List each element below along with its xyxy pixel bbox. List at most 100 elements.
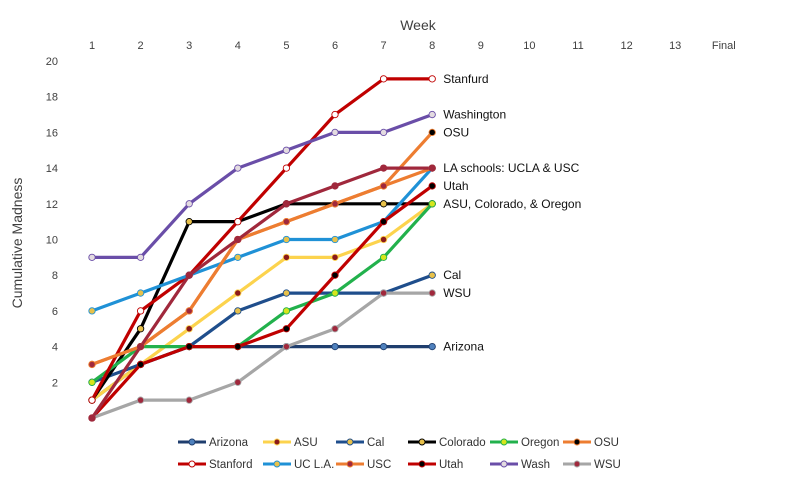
point-utah (331, 271, 339, 279)
point-wsu (331, 325, 339, 333)
point-usc (379, 182, 388, 190)
series-line-wsu (90, 291, 434, 420)
x-tick-label: 5 (283, 40, 289, 52)
legend-swatch-marker (418, 438, 426, 446)
legend-label: USC (367, 459, 391, 471)
y-tick-label: 18 (46, 92, 58, 104)
point-stanford (282, 164, 291, 172)
point-asu (185, 325, 193, 333)
point-wsu (234, 378, 242, 386)
point-arizona (331, 342, 339, 351)
point-usc (185, 307, 193, 315)
point-arizona (428, 342, 436, 351)
legend-label: Oregon (521, 437, 559, 449)
point-wash (428, 110, 436, 119)
point-uc-l-a (331, 235, 339, 244)
end-labels: Stanfurd Washington OSU LA schools: UCLA & … (443, 72, 581, 354)
point-wsu (428, 289, 436, 297)
end-label-arizona: Arizona (443, 340, 484, 354)
legend-entry-wsu: WSU (563, 459, 621, 471)
end-label-osu: OSU (443, 125, 469, 139)
legend-swatch-marker (188, 438, 196, 446)
point-wsu (136, 396, 145, 404)
y-tick-label: 8 (52, 270, 58, 282)
point-wsu (282, 342, 291, 351)
end-label-utah: Utah (443, 179, 468, 193)
point-utah (282, 325, 291, 333)
x-tick-label: 9 (478, 40, 484, 52)
point-colorado (136, 325, 145, 333)
x-axis-title: Week (400, 17, 437, 33)
legend-entry-osu: OSU (563, 437, 619, 449)
legend-entry-utah: Utah (408, 459, 463, 471)
point-asu (282, 253, 291, 262)
series-line-oregon (90, 202, 434, 384)
x-tick-label: 1 (89, 40, 95, 52)
legend-label: ASU (294, 437, 318, 449)
point-la-schools-ucla-usc (428, 164, 436, 172)
point-uc-l-a (88, 307, 96, 315)
point-utah (379, 217, 388, 226)
series-line-asu (90, 202, 434, 402)
y-tick-label: 16 (46, 127, 58, 139)
legend-entry-usc: USC (336, 459, 391, 471)
end-label-washington: Washington (443, 108, 506, 122)
legend-swatch-marker (188, 460, 196, 468)
point-wash (234, 164, 242, 172)
point-la-schools-ucla-usc (282, 200, 291, 208)
point-oregon (331, 289, 339, 297)
point-oregon (428, 200, 436, 208)
point-stanford (428, 75, 436, 83)
point-utah (234, 342, 242, 351)
series-lines (90, 77, 434, 420)
point-oregon (88, 378, 96, 386)
series-line-arizona (90, 345, 434, 402)
point-uc-l-a (136, 289, 145, 297)
x-tick-labels: 1 2 3 4 5 6 7 8 9 10 11 12 13 Final (89, 40, 736, 52)
legend-label: UC L.A. (294, 459, 334, 471)
legend-entry-uc-l-a: UC L.A. (263, 459, 334, 471)
x-tick-label: Final (712, 40, 736, 52)
point-wash (331, 128, 339, 137)
point-wash (282, 146, 291, 154)
point-la-schools-ucla-usc (234, 235, 242, 244)
series-line-la-schools-ucla-usc (90, 166, 434, 420)
y-tick-label: 14 (46, 163, 58, 175)
legend-entry-arizona: Arizona (178, 437, 249, 449)
legend-label: OSU (594, 437, 619, 449)
point-utah (428, 182, 436, 190)
point-stanford (136, 307, 145, 315)
end-label-wsu: WSU (443, 286, 471, 300)
legend: Arizona ASU Cal Colorado Oregon OSU Stanford UC… (178, 437, 621, 471)
point-usc (88, 360, 96, 369)
x-tick-label: 3 (186, 40, 192, 52)
x-tick-label: 12 (620, 40, 632, 52)
point-usc (331, 200, 339, 208)
point-utah (136, 360, 145, 369)
point-oregon (379, 253, 388, 262)
end-label-la-schools-ucla-usc: LA schools: UCLA & USC (443, 161, 579, 175)
legend-entry-wash: Wash (490, 459, 550, 471)
y-tick-label: 12 (46, 199, 58, 211)
point-asu (379, 235, 388, 244)
legend-entry-oregon: Oregon (490, 437, 559, 449)
legend-swatch-marker (500, 460, 508, 468)
point-cal (428, 271, 436, 279)
point-wash (185, 200, 193, 208)
legend-label: Wash (521, 459, 550, 471)
end-label-cal: Cal (443, 268, 461, 282)
point-osu (428, 128, 436, 137)
point-wash (136, 253, 145, 262)
legend-swatch-marker (273, 438, 281, 446)
legend-swatch-marker (418, 460, 426, 468)
point-asu (331, 253, 339, 262)
y-axis-title: Cumulative Madness (9, 178, 25, 309)
legend-swatch-marker (346, 438, 354, 446)
point-wsu (379, 289, 388, 297)
point-stanford (234, 217, 242, 226)
point-stanford (379, 75, 388, 83)
series-line-colorado (90, 202, 434, 402)
point-la-schools-ucla-usc (185, 271, 193, 279)
legend-label: Cal (367, 437, 384, 449)
